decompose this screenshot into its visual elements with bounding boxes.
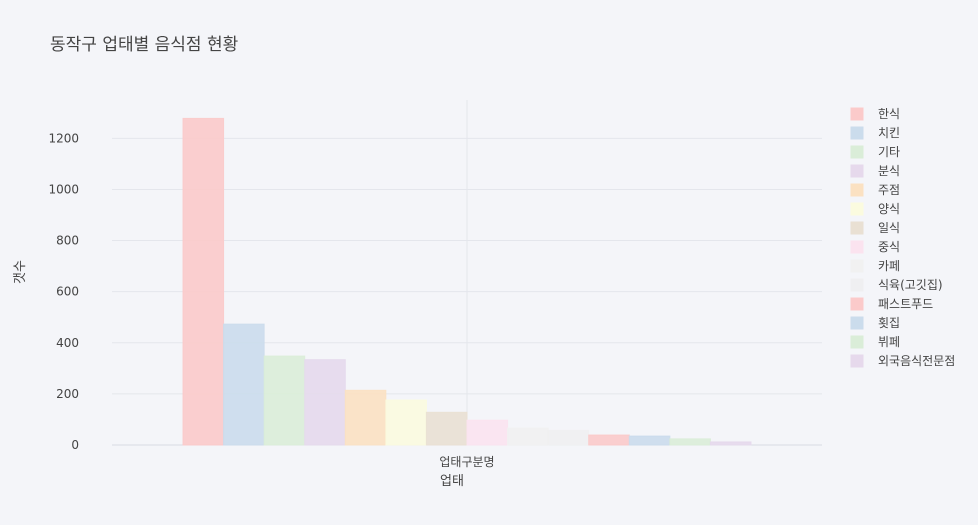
y-tick-label: 800 xyxy=(56,234,79,248)
bars xyxy=(182,117,752,446)
bar-12[interactable] xyxy=(628,435,671,446)
legend-swatch[interactable] xyxy=(850,335,864,349)
bar-9[interactable] xyxy=(507,427,549,446)
legend-label[interactable]: 뷔페 xyxy=(878,335,900,349)
legend-swatch[interactable] xyxy=(850,354,864,368)
y-tick-label: 0 xyxy=(71,438,79,452)
legend-label[interactable]: 식육(고깃집) xyxy=(878,278,943,292)
x-tick-label: 업태구분명 xyxy=(439,455,494,469)
bar-13[interactable] xyxy=(669,438,711,446)
bar-14[interactable] xyxy=(709,441,752,446)
x-axis-ticks: 업태구분명 xyxy=(439,455,494,469)
y-tick-label: 1000 xyxy=(48,182,79,196)
legend-label[interactable]: 중식 xyxy=(878,240,900,254)
legend-label[interactable]: 일식 xyxy=(878,221,900,235)
legend-swatch[interactable] xyxy=(850,164,864,178)
legend-label[interactable]: 치킨 xyxy=(878,126,900,140)
chart-title: 동작구 업태별 음식점 현황 xyxy=(50,35,238,55)
bar-4[interactable] xyxy=(304,359,346,446)
bar-3[interactable] xyxy=(263,355,306,446)
legend-label[interactable]: 횟집 xyxy=(878,316,900,330)
bar-11[interactable] xyxy=(588,434,630,446)
y-tick-label: 200 xyxy=(56,387,79,401)
y-tick-label: 400 xyxy=(56,336,79,350)
y-tick-label: 1200 xyxy=(48,131,79,145)
bar-1[interactable] xyxy=(182,117,225,446)
legend-swatch[interactable] xyxy=(850,107,864,121)
legend-swatch[interactable] xyxy=(850,316,864,330)
y-axis-ticks: 0 200 400 600 800 1000 1200 xyxy=(48,131,79,452)
y-axis-title: 갯수 xyxy=(13,260,28,284)
legend-swatch[interactable] xyxy=(850,259,864,273)
bar-10[interactable] xyxy=(547,429,590,446)
legend-swatch[interactable] xyxy=(850,278,864,292)
bar-7[interactable] xyxy=(425,411,468,446)
bar-2[interactable] xyxy=(223,323,265,446)
legend-label[interactable]: 패스트푸드 xyxy=(878,297,933,311)
bar-6[interactable] xyxy=(385,399,427,446)
bar-5[interactable] xyxy=(344,389,387,446)
legend-label[interactable]: 외국음식전문점 xyxy=(878,354,955,368)
legend-label[interactable]: 분식 xyxy=(878,164,900,178)
legend-label[interactable]: 카페 xyxy=(878,259,900,273)
legend-swatch[interactable] xyxy=(850,221,864,235)
y-tick-label: 600 xyxy=(56,285,79,299)
legend-swatch[interactable] xyxy=(850,297,864,311)
legend-swatch[interactable] xyxy=(850,126,864,140)
legend-label[interactable]: 기타 xyxy=(878,145,900,159)
bar-8[interactable] xyxy=(466,419,509,446)
legend-label[interactable]: 한식 xyxy=(878,107,900,121)
legend-swatch[interactable] xyxy=(850,183,864,197)
legend-label[interactable]: 주점 xyxy=(878,183,900,197)
x-axis-title: 업태 xyxy=(440,474,464,489)
legend-swatch[interactable] xyxy=(850,240,864,254)
legend-label[interactable]: 양식 xyxy=(878,202,900,216)
legend-swatch[interactable] xyxy=(850,202,864,216)
legend-swatch[interactable] xyxy=(850,145,864,159)
